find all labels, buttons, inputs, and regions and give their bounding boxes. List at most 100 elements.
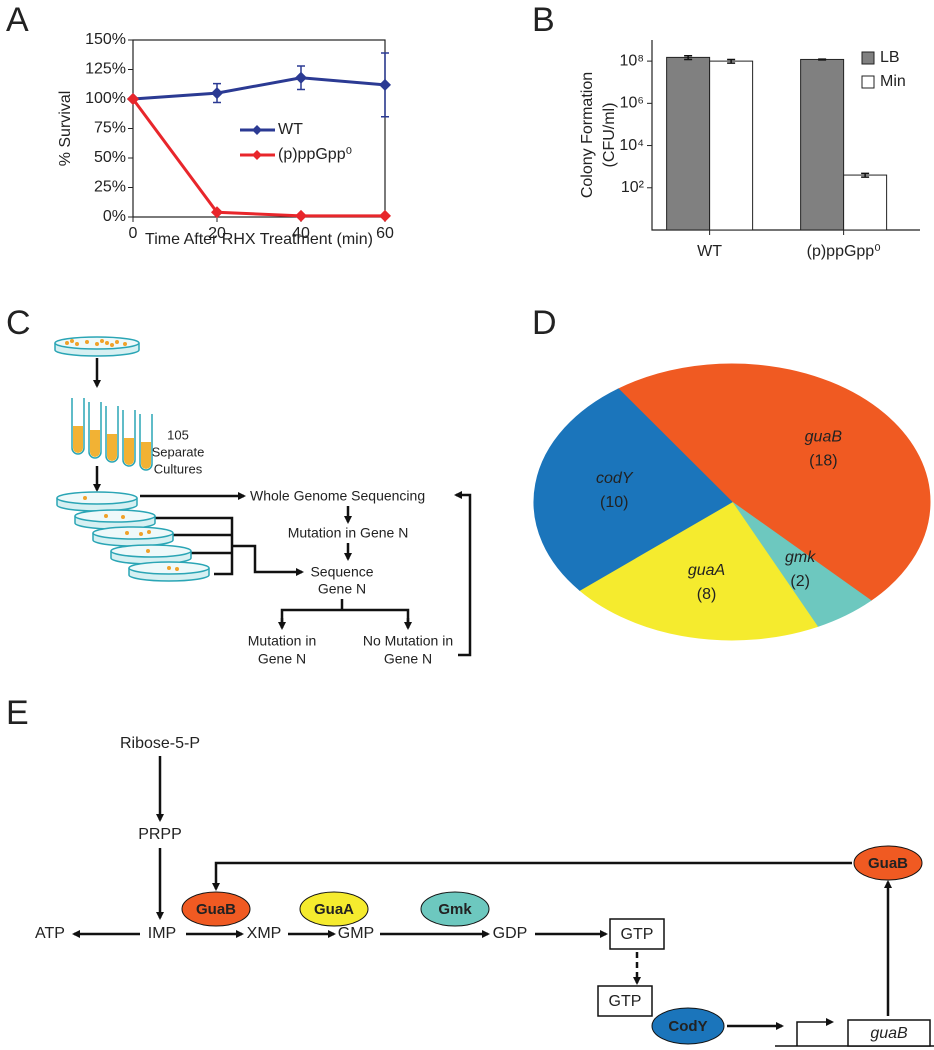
- bar: [800, 58, 845, 231]
- y-tick-label: 100%: [85, 90, 126, 107]
- legend-swatch: [861, 75, 875, 89]
- colony: [121, 515, 125, 519]
- colony: [115, 340, 119, 344]
- colony: [110, 343, 114, 347]
- enzyme-label: GuaA: [314, 901, 354, 918]
- y-axis-label: (CFU/ml): [601, 103, 618, 168]
- tube-fill: [73, 426, 83, 453]
- error-bar: [684, 54, 693, 61]
- label: Separate: [152, 444, 205, 459]
- colony: [70, 339, 74, 343]
- colony: [175, 567, 179, 571]
- enzyme: [853, 845, 923, 881]
- legend-marker: [252, 150, 262, 160]
- tube-fill: [124, 438, 134, 465]
- diagram-e: Ribose-5-P PRPP IMP ATP XMP GMP GDP GTP …: [35, 735, 934, 1047]
- metabolite: ATP: [35, 925, 65, 942]
- x-tick-label: 0: [129, 225, 138, 242]
- legend-label: Min: [880, 73, 906, 90]
- marker: [127, 93, 139, 105]
- x-axis-label: Time After RHX Treatment (min): [145, 231, 373, 248]
- enzyme-label: GuaB: [196, 901, 236, 918]
- petri-dish-top: [110, 544, 192, 558]
- metabolite: PRPP: [138, 826, 182, 843]
- colony: [83, 496, 87, 500]
- petri-dish-top: [56, 491, 138, 505]
- outcome: No Mutation in: [363, 633, 453, 649]
- label: 105: [167, 427, 189, 442]
- legend-label: LB: [880, 49, 900, 66]
- step: Mutation in Gene N: [288, 525, 409, 541]
- enzyme: [299, 891, 369, 927]
- panel-label: A: [6, 1, 29, 39]
- colony: [123, 342, 127, 346]
- promoter: [796, 1018, 834, 1046]
- marker: [211, 206, 223, 219]
- step: Sequence: [310, 564, 373, 580]
- arrow: [232, 544, 304, 576]
- colony: [147, 530, 151, 534]
- tube-fill: [107, 434, 117, 461]
- slice-value: (2): [790, 573, 810, 590]
- tube-fill: [90, 430, 100, 457]
- y-tick-label: 10⁸: [619, 52, 644, 69]
- colony: [125, 531, 129, 535]
- colony: [104, 514, 108, 518]
- diagram-c: 105 Separate Cultures Whole Genome Seque…: [54, 336, 472, 667]
- colony: [85, 340, 89, 344]
- y-axis-label: % Survival: [57, 91, 74, 167]
- marker: [295, 71, 307, 84]
- feedback-arrow: [212, 861, 852, 891]
- step: Whole Genome Sequencing: [250, 488, 425, 504]
- colony: [146, 549, 150, 553]
- pie-slice: [578, 501, 819, 641]
- error-bar: [861, 172, 870, 178]
- x-tick-label: 40: [292, 225, 310, 242]
- metabolite: Ribose-5-P: [120, 735, 200, 752]
- x-tick-label: 20: [208, 225, 226, 242]
- box: [597, 985, 653, 1017]
- legend-label: WT: [278, 121, 303, 138]
- slice-value: (8): [697, 586, 717, 603]
- outcome: Mutation in: [248, 633, 316, 649]
- slice-name: gmk: [785, 549, 816, 566]
- metabolite: GDP: [493, 925, 528, 942]
- error-bar: [818, 58, 827, 61]
- y-tick-label: 25%: [94, 179, 126, 196]
- label: Cultures: [154, 461, 203, 476]
- bar: [843, 174, 888, 231]
- colony: [95, 342, 99, 346]
- box: [609, 918, 665, 950]
- marker: [379, 78, 391, 91]
- series-line: [131, 98, 385, 218]
- y-tick-label: 150%: [85, 31, 126, 48]
- tube-fill: [141, 442, 151, 469]
- colony: [105, 341, 109, 345]
- y-tick-label: 10⁴: [619, 137, 644, 154]
- y-axis-label: Colony Formation: [579, 72, 596, 198]
- petri-dish-top: [92, 526, 174, 540]
- metabolite: GTP: [609, 993, 642, 1010]
- slice-name: codY: [596, 470, 634, 487]
- enzyme: [181, 891, 251, 927]
- panel-label: B: [532, 1, 555, 39]
- legend-label: (p)ppGpp⁰: [278, 146, 352, 163]
- arrow: [454, 491, 472, 657]
- slice-name: guaB: [805, 428, 843, 445]
- marker: [211, 87, 223, 100]
- step: Gene N: [318, 581, 366, 597]
- colony: [139, 532, 143, 536]
- metabolite: IMP: [148, 925, 176, 942]
- enzyme-label: CodY: [668, 1018, 707, 1035]
- petri-dish-top: [74, 509, 156, 523]
- panel-label: C: [6, 304, 31, 342]
- bar: [709, 60, 754, 231]
- colony: [65, 341, 69, 345]
- enzyme-label: GuaB: [868, 855, 908, 872]
- metabolite: XMP: [247, 925, 282, 942]
- gene-box: [847, 1019, 931, 1047]
- y-tick-label: 75%: [94, 120, 126, 137]
- y-tick-label: 0%: [103, 208, 126, 225]
- series-line: [132, 76, 386, 101]
